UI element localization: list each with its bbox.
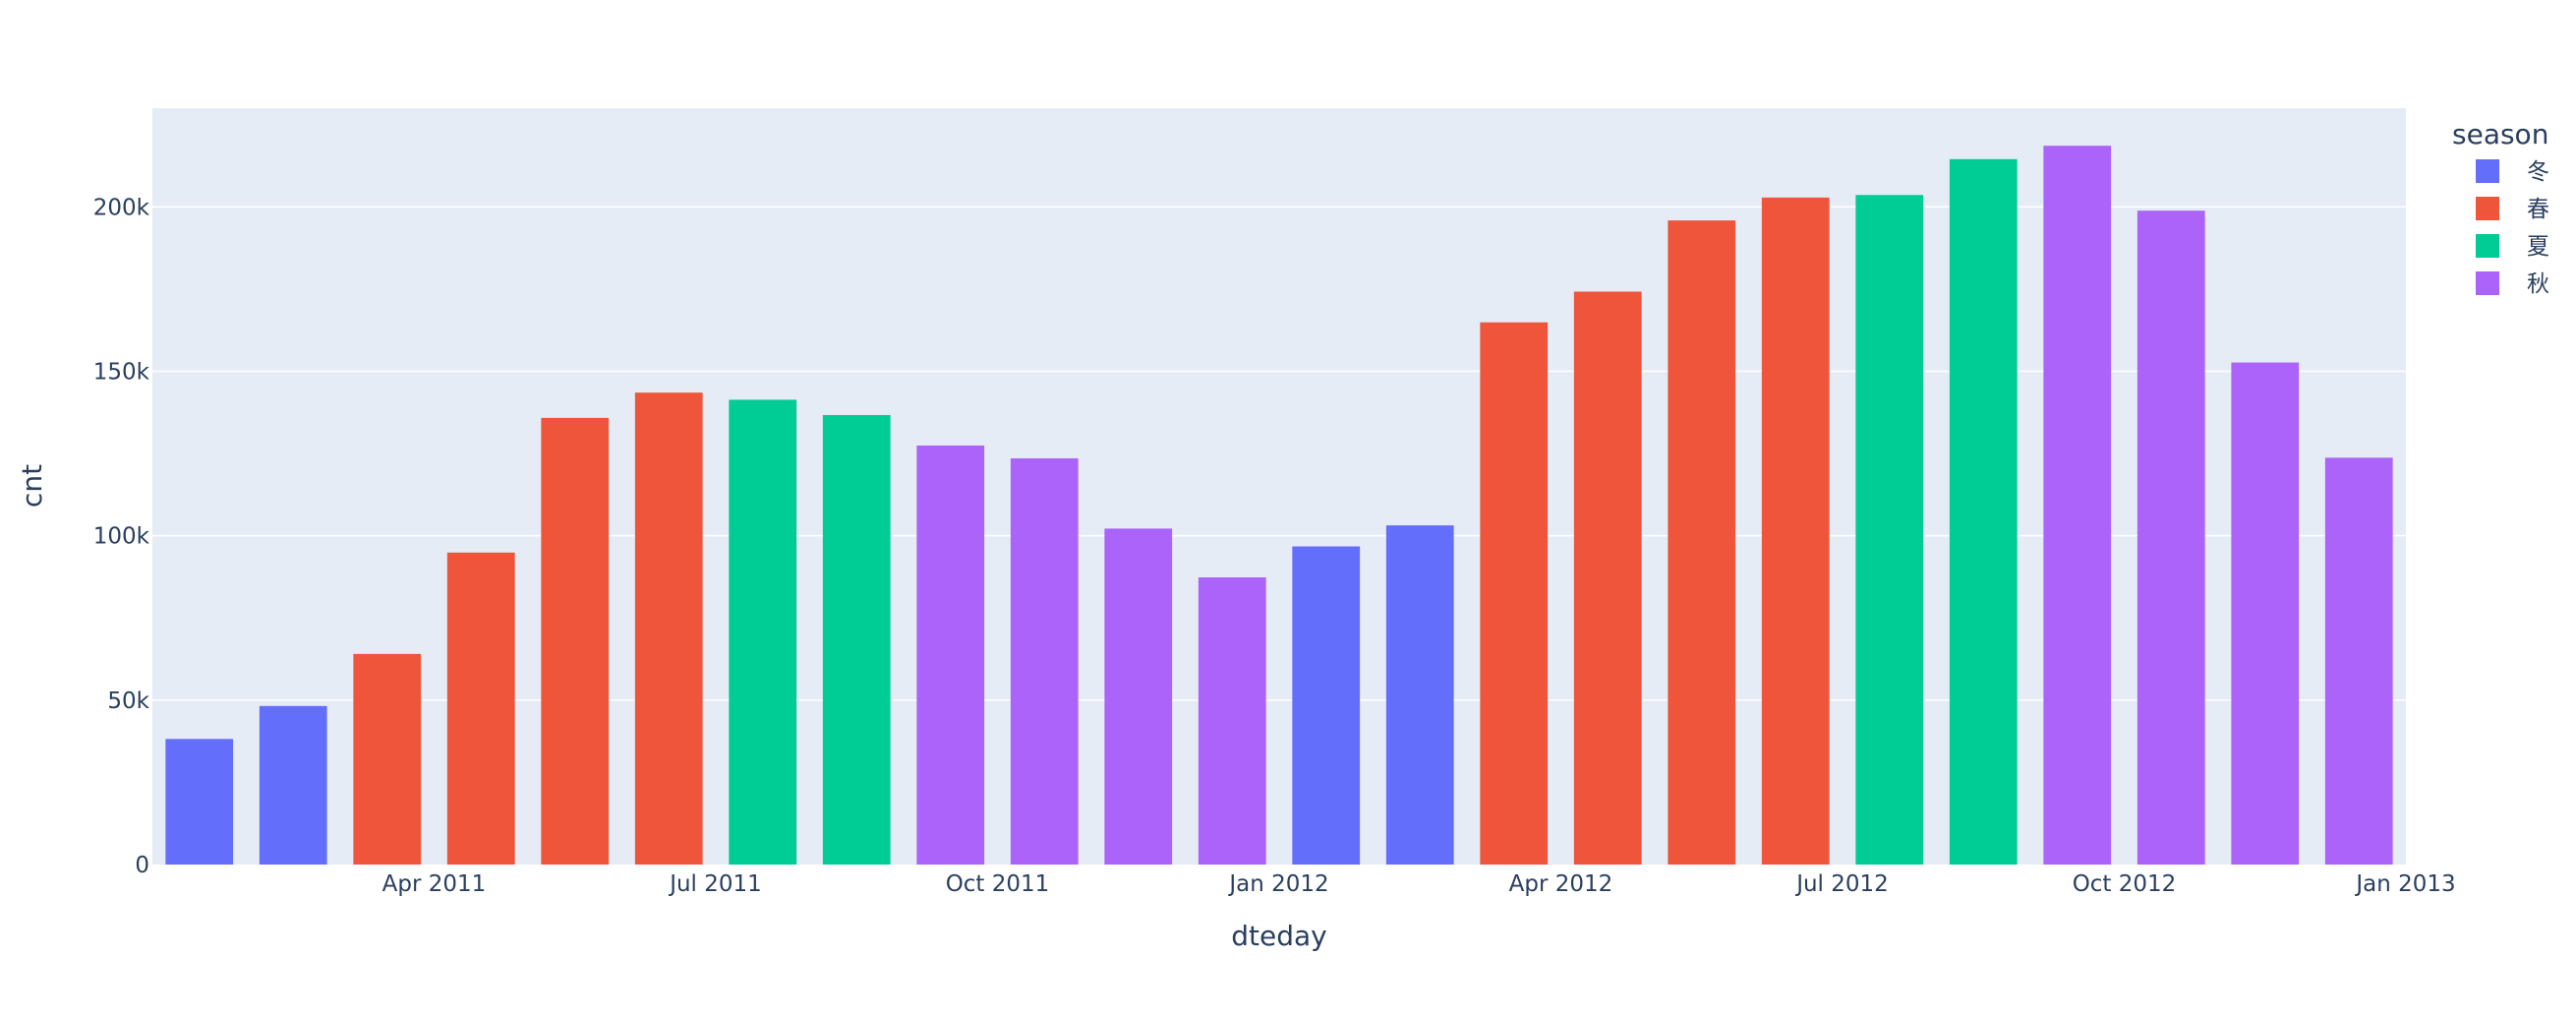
legend-swatch <box>2476 271 2499 295</box>
bar-2011-08[interactable] <box>822 414 891 865</box>
bar-2011-12[interactable] <box>1198 577 1266 865</box>
legend-label: 夏 <box>2527 234 2549 260</box>
legend-swatch <box>2476 197 2499 220</box>
bar-2011-01[interactable] <box>165 739 234 865</box>
bar-2011-02[interactable] <box>259 705 327 865</box>
bar-2012-06[interactable] <box>1761 197 1830 866</box>
y-tick-label: 200k <box>93 195 150 220</box>
y-tick-labels: 0 50k 100k 150k 200k <box>93 195 150 878</box>
x-tick-label: Jul 2011 <box>668 871 762 897</box>
y-tick-label: 50k <box>107 688 149 714</box>
y-tick-label: 100k <box>93 524 150 550</box>
y-gridlines <box>152 206 2406 701</box>
x-tick-label: Apr 2011 <box>382 871 487 897</box>
bar-2012-12[interactable] <box>2324 457 2393 865</box>
legend-label: 冬 <box>2527 159 2549 185</box>
bar-2011-06[interactable] <box>634 392 703 865</box>
bar-2012-11[interactable] <box>2231 362 2300 865</box>
legend-item-3[interactable]: 夏 <box>2476 234 2549 260</box>
bar-2012-01[interactable] <box>1292 546 1361 865</box>
x-tick-label: Jan 2012 <box>1227 871 1328 897</box>
bar-2012-10[interactable] <box>2137 210 2205 865</box>
bar-2012-04[interactable] <box>1573 291 1642 865</box>
bar-2012-07[interactable] <box>1855 195 1924 866</box>
bar-2012-02[interactable] <box>1385 525 1454 865</box>
x-tick-label: Oct 2011 <box>946 871 1050 897</box>
x-tick-label: Apr 2012 <box>1509 871 1613 897</box>
legend-label: 春 <box>2527 197 2549 222</box>
legend-item-4[interactable]: 秋 <box>2476 271 2549 297</box>
bar-2011-04[interactable] <box>446 552 515 865</box>
bars-group <box>165 146 2393 866</box>
bar-2011-05[interactable] <box>541 417 610 865</box>
bar-2012-05[interactable] <box>1668 220 1736 865</box>
plot-background <box>152 108 2406 865</box>
bar-2012-03[interactable] <box>1480 322 1549 865</box>
bar-2011-03[interactable] <box>353 653 422 865</box>
x-axis-title: dteday <box>1231 920 1326 952</box>
bar-2012-08[interactable] <box>1949 158 2018 865</box>
legend-title: season <box>2452 118 2548 150</box>
bar-2012-09[interactable] <box>2043 146 2112 865</box>
bar-2011-10[interactable] <box>1010 458 1079 865</box>
bar-2011-09[interactable] <box>916 445 985 865</box>
bar-2011-11[interactable] <box>1104 528 1173 865</box>
legend-swatch <box>2476 159 2499 183</box>
y-tick-label: 150k <box>93 359 150 385</box>
legend-swatch <box>2476 234 2499 258</box>
bar-2011-07[interactable] <box>729 399 797 865</box>
legend-item-2[interactable]: 春 <box>2476 197 2549 222</box>
y-axis-title: cnt <box>16 464 48 508</box>
y-tick-label: 0 <box>135 853 149 878</box>
x-tick-label: Oct 2012 <box>2073 871 2177 897</box>
legend-item-1[interactable]: 冬 <box>2476 159 2549 185</box>
legend-label: 秋 <box>2527 271 2549 297</box>
x-tick-label: Jan 2013 <box>2354 871 2455 897</box>
x-tick-label: Jul 2012 <box>1794 871 1889 897</box>
x-tick-labels: Apr 2011 Jul 2011 Oct 2011 Jan 2012 Apr 2012… <box>382 871 2456 897</box>
